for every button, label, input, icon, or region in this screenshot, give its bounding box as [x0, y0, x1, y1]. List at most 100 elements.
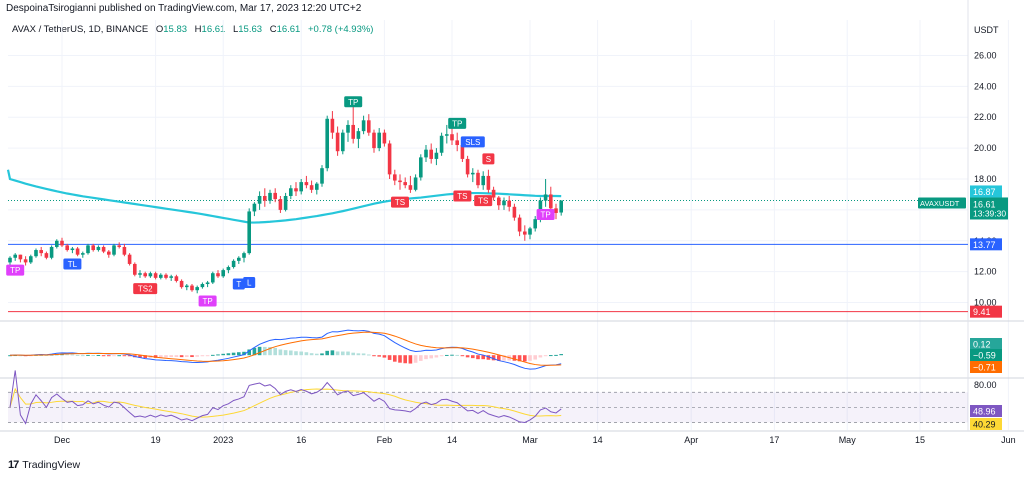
ma-price-label: 16.87: [973, 187, 996, 197]
macd-histogram-bar: [419, 355, 423, 361]
rsi-ma-value-label-box: [970, 418, 1002, 430]
macd-histogram-bar: [153, 355, 158, 358]
macd-histogram-bar: [164, 355, 168, 358]
macd-histogram-bar: [283, 350, 288, 356]
signal-label-box: [474, 195, 493, 207]
macd-histogram-bar: [216, 354, 220, 356]
candle-body: [70, 248, 75, 251]
macd-histogram-bar: [247, 349, 251, 356]
candle-body: [294, 188, 298, 192]
candle-body: [408, 185, 413, 190]
macd-histogram-bar: [237, 352, 241, 356]
signal-label: TP: [10, 266, 20, 275]
macd-histogram-bar: [231, 352, 236, 356]
macd-line: [9, 329, 562, 370]
candle-body: [179, 280, 184, 288]
candles: [8, 104, 563, 294]
candle-body: [39, 250, 43, 254]
macd-histogram-bar: [257, 346, 262, 356]
macd-histogram-bar: [122, 355, 127, 357]
macd-histogram-bar: [226, 353, 231, 356]
macd-pane: [8, 329, 563, 370]
candle-body: [107, 251, 111, 255]
level-price-label: 13.77: [973, 240, 996, 250]
last-price-box: [970, 197, 1008, 220]
candle-body: [273, 192, 277, 200]
macd-histogram-bar: [211, 354, 215, 356]
macd-histogram-bar: [86, 354, 90, 356]
macd-histogram-bar: [450, 354, 454, 356]
signal-label: SLS: [465, 138, 480, 147]
macd-histogram-bar: [533, 355, 537, 360]
macd-histogram-bar: [512, 355, 517, 361]
macd-histogram-bar: [455, 354, 459, 356]
close-label: C: [269, 24, 277, 35]
macd-histogram-bar: [502, 355, 506, 361]
macd-histogram-bar: [268, 347, 272, 356]
macd-histogram-bar: [528, 355, 532, 361]
macd-histogram-bar: [242, 351, 246, 356]
symbol-name[interactable]: AVAX / TetherUS, 1D, BINANCE: [12, 24, 149, 35]
macd-histogram-bar: [346, 351, 350, 356]
candle-body: [517, 217, 522, 232]
level-price-label: 9.41: [973, 307, 991, 317]
price-tick-label: 12.00: [974, 267, 997, 277]
low-label: L: [232, 24, 239, 35]
candle-body: [351, 124, 355, 139]
price-axis-ticks: 26.0024.0022.0020.0018.0016.0014.0012.00…: [974, 50, 997, 307]
signal-label: TS: [395, 198, 405, 207]
tradingview-logo-icon: 17: [8, 459, 19, 471]
rsi-line: [9, 370, 562, 425]
macd-histogram-bar: [273, 347, 277, 356]
candle-body: [216, 273, 220, 277]
published-info: DespoinaTsirogianni published on Trading…: [6, 3, 362, 14]
macd-histogram-bar: [278, 349, 283, 356]
candle-body: [330, 118, 335, 133]
macd-histogram-bar: [252, 347, 257, 356]
candle-body: [91, 245, 95, 251]
macd-histogram-bar: [289, 350, 293, 356]
macd-histogram-bar: [377, 355, 381, 357]
macd-histogram-bar: [491, 355, 496, 361]
macd-histogram-bar: [96, 354, 101, 356]
candle-body: [211, 273, 215, 283]
signal-label: TP: [452, 119, 462, 128]
macd-histogram-bar: [221, 353, 225, 356]
low-value: 15.63: [238, 24, 263, 35]
macd-histogram-bar: [112, 355, 116, 357]
candle-body: [335, 132, 340, 152]
signal-label: TS: [478, 197, 488, 206]
signal-label-box: [6, 264, 25, 276]
candle-body: [549, 194, 553, 209]
signal-label-box: [482, 153, 495, 165]
macd-value-label: −0.71: [973, 363, 996, 373]
macd-histogram-bar: [439, 355, 444, 357]
macd-histogram-bar: [101, 355, 106, 357]
level-price-label-box: [970, 238, 1002, 251]
signal-label-box: [344, 96, 363, 108]
signal-label: S: [486, 155, 491, 164]
currency-label: USDT: [974, 25, 999, 35]
candle-body: [377, 132, 381, 149]
change-value: +0.78 (+4.93%): [307, 24, 374, 35]
rsi-pane: 80.00: [8, 370, 997, 425]
macd-signal-line: [9, 331, 562, 366]
macd-histogram-bar: [387, 355, 392, 360]
macd-histogram-bar: [205, 355, 210, 357]
candle-body: [231, 260, 236, 268]
candle-body: [554, 208, 558, 213]
macd-histogram-bar: [159, 355, 163, 358]
tradingview-brand[interactable]: 17 TradingView: [8, 459, 80, 471]
close-value: 16.61: [276, 24, 301, 35]
candle-body: [60, 240, 64, 246]
candle-body: [512, 206, 517, 218]
candle-body: [205, 282, 210, 285]
macd-histogram-bar: [356, 353, 361, 356]
macd-histogram-bar: [330, 350, 335, 356]
candle-body: [29, 256, 33, 263]
macd-histogram-bar: [517, 355, 522, 362]
last-price-label: 16.61: [973, 199, 996, 209]
candle-body: [34, 250, 38, 257]
macd-histogram-bar: [315, 353, 319, 356]
